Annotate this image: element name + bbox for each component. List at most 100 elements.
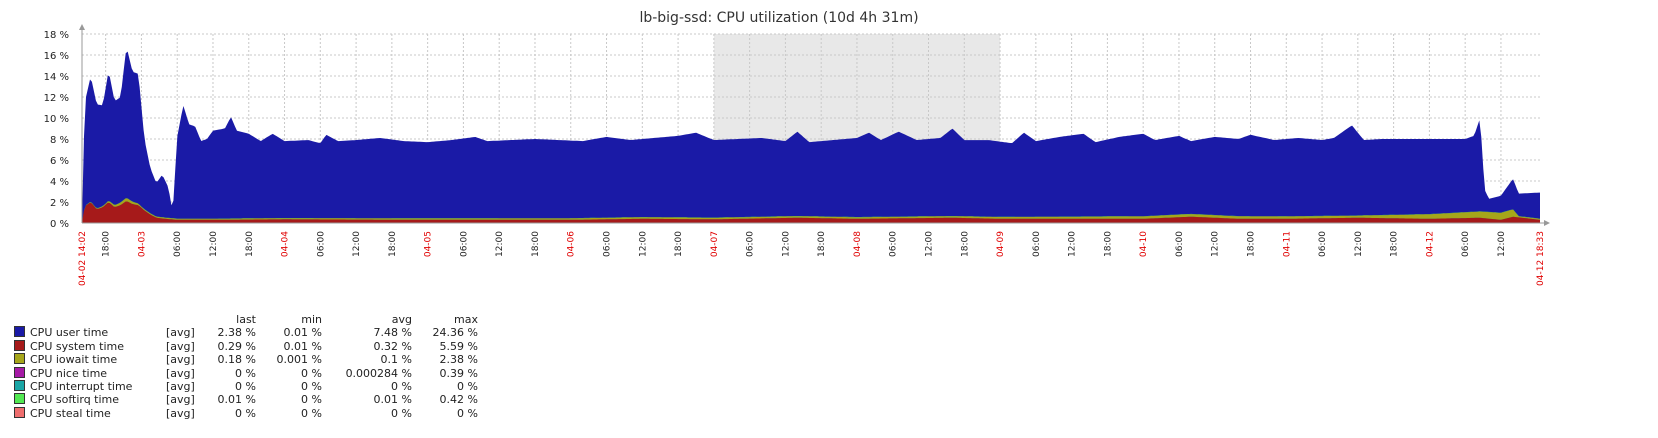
- series-area-cpu-user-time: [82, 51, 1540, 223]
- y-tick-label: 4 %: [50, 177, 69, 188]
- legend-row: CPU user time [avg] 2.38 % 0.01 % 7.48 % 24.3…: [14, 326, 478, 339]
- x-tick-label: 06:00: [1318, 231, 1328, 257]
- x-tick-label: 18:00: [960, 231, 970, 257]
- x-range-end-label: 04-12 18:33: [1536, 231, 1546, 286]
- legend-last-value: 0 %: [235, 366, 256, 380]
- x-tick-label: 06:00: [1175, 231, 1185, 257]
- legend-color-swatch: [14, 380, 25, 392]
- x-tick-label: 12:00: [352, 231, 362, 257]
- chart-title: lb-big-ssd: CPU utilization (10d 4h 31m): [639, 10, 918, 26]
- x-tick-label: 04-09: [996, 231, 1006, 257]
- legend-max-value: 0.42 %: [439, 393, 478, 407]
- x-range-start-label: 04-02 14:02: [78, 231, 88, 286]
- legend-min-value: 0 %: [301, 366, 322, 380]
- legend-series-cell: CPU softirq time: [14, 393, 166, 406]
- x-tick-label: 18:00: [245, 231, 255, 257]
- x-tick-label: 06:00: [603, 231, 613, 257]
- y-tick-label: 16 %: [44, 51, 69, 62]
- legend-row: CPU interrupt time [avg] 0 % 0 % 0 % 0 %: [14, 380, 478, 393]
- legend-color-swatch: [14, 366, 25, 378]
- x-tick-label: 06:00: [746, 231, 756, 257]
- legend-row: CPU iowait time [avg] 0.18 % 0.001 % 0.1 % 2.…: [14, 353, 478, 366]
- legend-function: [avg]: [166, 339, 195, 353]
- legend-function: [avg]: [166, 326, 195, 340]
- y-tick-label: 14 %: [44, 72, 69, 83]
- x-tick-label: 12:00: [495, 231, 505, 257]
- legend-series-name: CPU user time: [30, 326, 109, 340]
- legend-avg-value: 0.32 %: [373, 339, 412, 353]
- x-tick-label: 06:00: [889, 231, 899, 257]
- legend-avg-value: 0.01 %: [373, 393, 412, 407]
- legend-series-name: CPU nice time: [30, 366, 108, 380]
- legend-series-cell: CPU nice time: [14, 366, 166, 380]
- legend-color-swatch: [14, 339, 25, 351]
- legend-series-name: CPU softirq time: [30, 393, 120, 407]
- legend-row: CPU steal time [avg] 0 % 0 % 0 % 0 %: [14, 406, 478, 420]
- legend-min-value: 0.001 %: [276, 353, 322, 367]
- legend-header-max: max: [454, 313, 478, 326]
- legend-min-value: 0.01 %: [283, 326, 322, 340]
- x-tick-label: 04-12: [1425, 231, 1435, 257]
- legend-max-value: 24.36 %: [432, 326, 478, 340]
- y-tick-label: 6 %: [50, 156, 69, 167]
- x-tick-label: 18:00: [674, 231, 684, 257]
- legend-header-avg: avg: [391, 313, 412, 326]
- x-tick-label: 06:00: [1461, 231, 1471, 257]
- x-tick-label: 06:00: [459, 231, 469, 257]
- legend-color-swatch: [14, 406, 25, 418]
- legend-last-value: 0.18 %: [217, 353, 256, 367]
- legend-series-cell: CPU interrupt time: [14, 380, 166, 393]
- legend-min-value: 0 %: [301, 393, 322, 407]
- legend-avg-value: 0 %: [391, 380, 412, 394]
- legend-last-value: 2.38 %: [217, 326, 256, 340]
- legend-function: [avg]: [166, 380, 195, 394]
- x-tick-label: 12:00: [1354, 231, 1364, 257]
- legend-series-name: CPU steal time: [30, 406, 111, 420]
- legend-color-swatch: [14, 326, 25, 338]
- series-area-cpu-iowait-time: [82, 198, 1540, 222]
- y-tick-label: 10 %: [44, 114, 69, 125]
- legend-avg-value: 7.48 %: [373, 326, 412, 340]
- x-tick-label: 18:00: [1390, 231, 1400, 257]
- legend-last-value: 0.01 %: [217, 393, 256, 407]
- legend-color-swatch: [14, 353, 25, 365]
- x-tick-label: 12:00: [1068, 231, 1078, 257]
- legend-avg-value: 0.000284 %: [345, 366, 412, 380]
- x-tick-label: 18:00: [1103, 231, 1113, 257]
- legend-min-value: 0 %: [301, 380, 322, 394]
- legend-series-cell: CPU iowait time: [14, 353, 166, 366]
- x-tick-label: 04-11: [1282, 231, 1292, 257]
- legend-min-value: 0.01 %: [283, 339, 322, 353]
- x-tick-label: 04-08: [853, 231, 863, 257]
- x-tick-label: 04-04: [281, 231, 291, 257]
- legend-row: CPU softirq time [avg] 0.01 % 0 % 0.01 % 0.42…: [14, 393, 478, 406]
- x-axis-arrow: [1544, 220, 1550, 226]
- x-tick-label: 04-05: [424, 231, 434, 257]
- x-tick-label: 04-07: [710, 231, 720, 257]
- x-tick-label: 12:00: [1211, 231, 1221, 257]
- x-tick-label: 04-03: [137, 231, 147, 257]
- x-tick-label: 18:00: [1247, 231, 1257, 257]
- legend-series-name: CPU system time: [30, 339, 124, 353]
- legend-max-value: 2.38 %: [439, 353, 478, 367]
- y-tick-label: 8 %: [50, 135, 69, 146]
- legend-last-value: 0 %: [235, 406, 256, 420]
- x-tick-label: 18:00: [817, 231, 827, 257]
- x-tick-label: 12:00: [638, 231, 648, 257]
- x-tick-label: 06:00: [173, 231, 183, 257]
- legend-row: CPU system time [avg] 0.29 % 0.01 % 0.32 % 5.…: [14, 339, 478, 353]
- y-tick-label: 18 %: [44, 30, 69, 41]
- x-tick-label: 18:00: [388, 231, 398, 257]
- x-tick-label: 12:00: [209, 231, 219, 257]
- legend-series-cell: CPU user time: [14, 326, 166, 339]
- x-tick-label: 12:00: [925, 231, 935, 257]
- legend-function: [avg]: [166, 393, 195, 407]
- legend-avg-value: 0 %: [391, 406, 412, 420]
- legend-max-value: 0 %: [457, 406, 478, 420]
- y-tick-label: 2 %: [50, 198, 69, 209]
- x-tick-label: 12:00: [1497, 231, 1507, 257]
- legend-function: [avg]: [166, 366, 195, 380]
- legend-series-name: CPU interrupt time: [30, 380, 133, 394]
- legend-row: CPU nice time [avg] 0 % 0 % 0.000284 % 0.39 %: [14, 366, 478, 380]
- x-tick-label: 18:00: [102, 231, 112, 257]
